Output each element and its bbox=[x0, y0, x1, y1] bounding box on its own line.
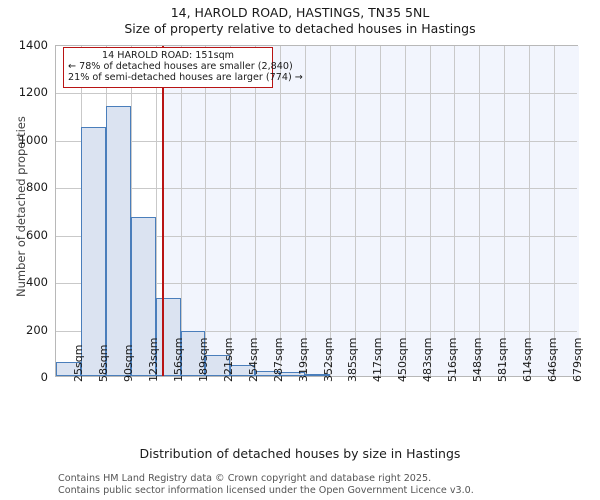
page-title: 14, HAROLD ROAD, HASTINGS, TN35 5NL bbox=[170, 5, 430, 20]
histogram-bar bbox=[56, 361, 81, 376]
annotation-line-1: 14 HAROLD ROAD: 151sqm bbox=[101, 50, 235, 61]
x-tick-label: 614sqm bbox=[520, 337, 534, 382]
gridline-horizontal bbox=[56, 93, 577, 95]
gridline-horizontal bbox=[56, 330, 577, 332]
x-tick-label: 221sqm bbox=[221, 337, 235, 382]
annotation-box: 14 HAROLD ROAD: 151sqm ← 78% of detached… bbox=[63, 47, 303, 88]
x-tick-label: 385sqm bbox=[346, 337, 360, 382]
histogram-bar bbox=[255, 371, 281, 376]
histogram-bar bbox=[180, 330, 206, 376]
footer-line-2: Contains public sector information licen… bbox=[58, 484, 474, 496]
y-tick-label: 200 bbox=[26, 322, 48, 337]
x-tick-label: 25sqm bbox=[72, 344, 86, 382]
gridline-vertical bbox=[379, 46, 381, 376]
gridline-horizontal bbox=[56, 188, 577, 190]
y-tick-label: 1200 bbox=[18, 85, 48, 100]
histogram-bar bbox=[155, 297, 181, 376]
x-tick-label: 548sqm bbox=[470, 337, 484, 382]
footer-attribution: Contains HM Land Registry data © Crown c… bbox=[58, 473, 578, 496]
page-subtitle: Size of property relative to detached ho… bbox=[124, 21, 476, 36]
gridline-horizontal bbox=[56, 235, 577, 237]
above-marker-shading bbox=[162, 46, 579, 376]
gridline-vertical bbox=[305, 46, 307, 376]
y-tick-label: 600 bbox=[26, 227, 48, 242]
x-tick-label: 646sqm bbox=[545, 337, 559, 382]
gridline-vertical bbox=[554, 46, 556, 376]
x-tick-label: 58sqm bbox=[97, 344, 111, 382]
gridline-horizontal bbox=[56, 283, 577, 285]
gridline-vertical bbox=[429, 46, 431, 376]
x-tick-label: 352sqm bbox=[321, 337, 335, 382]
gridline-vertical bbox=[479, 46, 481, 376]
y-tick-label: 1400 bbox=[18, 38, 48, 52]
gridline-vertical bbox=[130, 46, 132, 376]
gridline-horizontal bbox=[56, 140, 577, 142]
x-axis-label: Distribution of detached houses by size … bbox=[139, 446, 461, 461]
gridline-vertical bbox=[504, 46, 506, 376]
gridline-vertical bbox=[454, 46, 456, 376]
x-tick-label: 123sqm bbox=[147, 337, 161, 382]
y-tick-label: 400 bbox=[26, 275, 48, 290]
plot-area bbox=[55, 45, 579, 377]
x-tick-label: 319sqm bbox=[296, 337, 310, 382]
x-tick-label: 417sqm bbox=[371, 337, 385, 382]
gridline-vertical bbox=[180, 46, 182, 376]
histogram-bar bbox=[205, 354, 231, 376]
x-tick-label: 516sqm bbox=[446, 337, 460, 382]
gridline-vertical bbox=[230, 46, 232, 376]
y-tick-label: 800 bbox=[26, 180, 48, 195]
gridline-vertical bbox=[404, 46, 406, 376]
histogram-bar bbox=[130, 217, 156, 376]
gridline-vertical bbox=[155, 46, 157, 376]
histogram-bar bbox=[105, 105, 131, 376]
gridline-vertical bbox=[329, 46, 331, 376]
x-tick-label: 679sqm bbox=[570, 337, 584, 382]
x-tick-label: 189sqm bbox=[196, 337, 210, 382]
x-tick-label: 450sqm bbox=[396, 337, 410, 382]
histogram-bar bbox=[305, 373, 330, 376]
property-marker-line bbox=[162, 46, 164, 376]
histogram-bar bbox=[280, 371, 306, 376]
gridline-vertical bbox=[255, 46, 257, 376]
x-tick-label: 90sqm bbox=[122, 344, 136, 382]
gridline-vertical bbox=[205, 46, 207, 376]
histogram-bar bbox=[80, 127, 106, 376]
x-tick-label: 254sqm bbox=[246, 337, 260, 382]
annotation-line-2: ← 78% of detached houses are smaller (2,… bbox=[68, 61, 293, 73]
y-tick-label: 0 bbox=[40, 370, 48, 384]
x-tick-label: 156sqm bbox=[172, 337, 186, 382]
x-tick-label: 581sqm bbox=[495, 337, 509, 382]
histogram-bar bbox=[230, 364, 256, 376]
footer-line-1: Contains HM Land Registry data © Crown c… bbox=[58, 473, 432, 484]
x-tick-label: 287sqm bbox=[271, 337, 285, 382]
gridline-vertical bbox=[354, 46, 356, 376]
gridline-vertical bbox=[280, 46, 282, 376]
annotation-line-3: 21% of semi-detached houses are larger (… bbox=[68, 72, 303, 84]
x-tick-label: 483sqm bbox=[421, 337, 435, 382]
gridline-vertical bbox=[529, 46, 531, 376]
y-tick-label: 1000 bbox=[18, 132, 48, 147]
y-axis-label: Number of detached properties bbox=[14, 116, 28, 297]
